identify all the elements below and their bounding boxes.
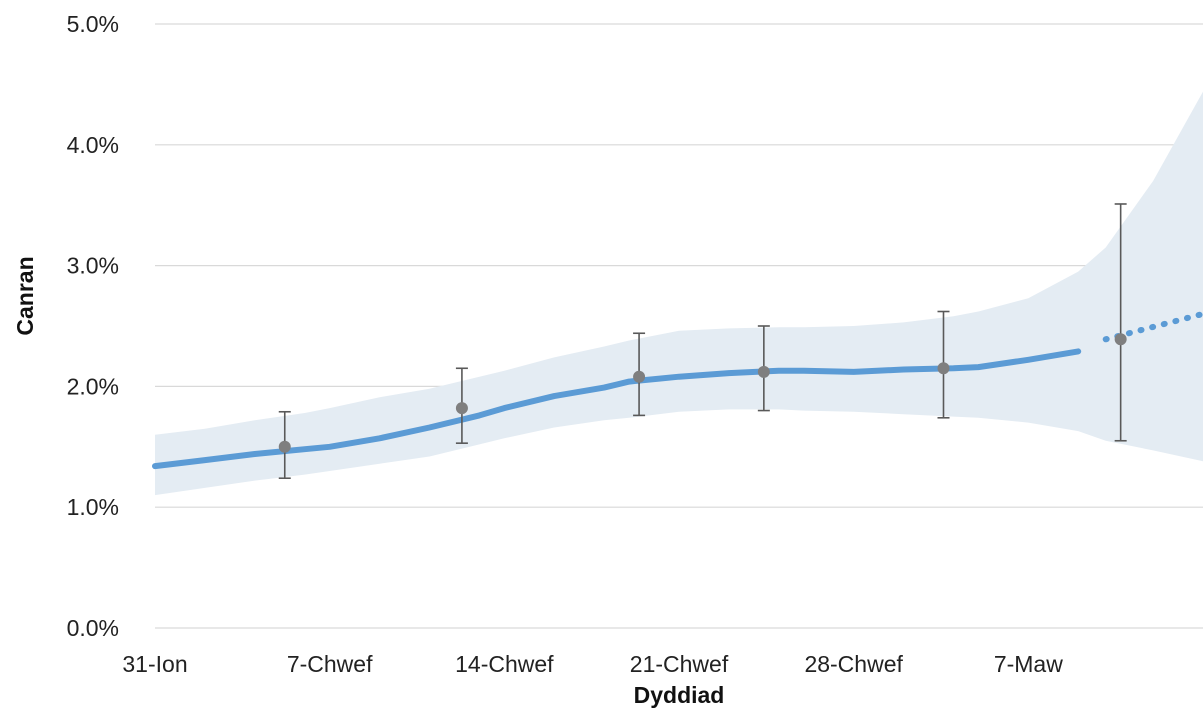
data-point <box>1114 333 1127 346</box>
y-tick-label: 4.0% <box>67 132 119 158</box>
data-point <box>455 402 468 415</box>
data-point <box>633 370 646 383</box>
x-tick-label: 21-Chwef <box>630 651 729 677</box>
x-axis-title: Dyddiad <box>634 682 725 708</box>
y-tick-label: 1.0% <box>67 494 119 520</box>
line-layer <box>152 310 1203 470</box>
band-layer <box>155 91 1203 496</box>
trend-line <box>152 348 1082 470</box>
data-point <box>278 440 291 453</box>
data-point <box>757 365 770 378</box>
y-axis-title: Canran <box>12 256 38 335</box>
y-tick-label: 2.0% <box>67 373 119 399</box>
x-tick-label: 14-Chwef <box>455 651 554 677</box>
y-tick-label: 3.0% <box>67 253 119 279</box>
projection-line <box>1102 310 1203 343</box>
x-tick-label: 31-Ion <box>122 651 187 677</box>
error-bar <box>1114 203 1127 442</box>
x-axis-ticks: 31-Ion 7-Chwef 14-Chwef 21-Chwef 28-Chwef 7-M… <box>122 651 1063 677</box>
confidence-band <box>155 91 1203 496</box>
y-tick-label: 0.0% <box>67 615 119 641</box>
x-tick-label: 28-Chwef <box>804 651 903 677</box>
data-point <box>937 362 950 375</box>
y-axis-ticks: 0.0% 1.0% 2.0% 3.0% 4.0% 5.0% <box>67 11 119 641</box>
x-tick-label: 7-Chwef <box>287 651 373 677</box>
point-layer <box>278 333 1127 453</box>
x-tick-label: 7-Maw <box>994 651 1063 677</box>
y-tick-label: 5.0% <box>67 11 119 37</box>
